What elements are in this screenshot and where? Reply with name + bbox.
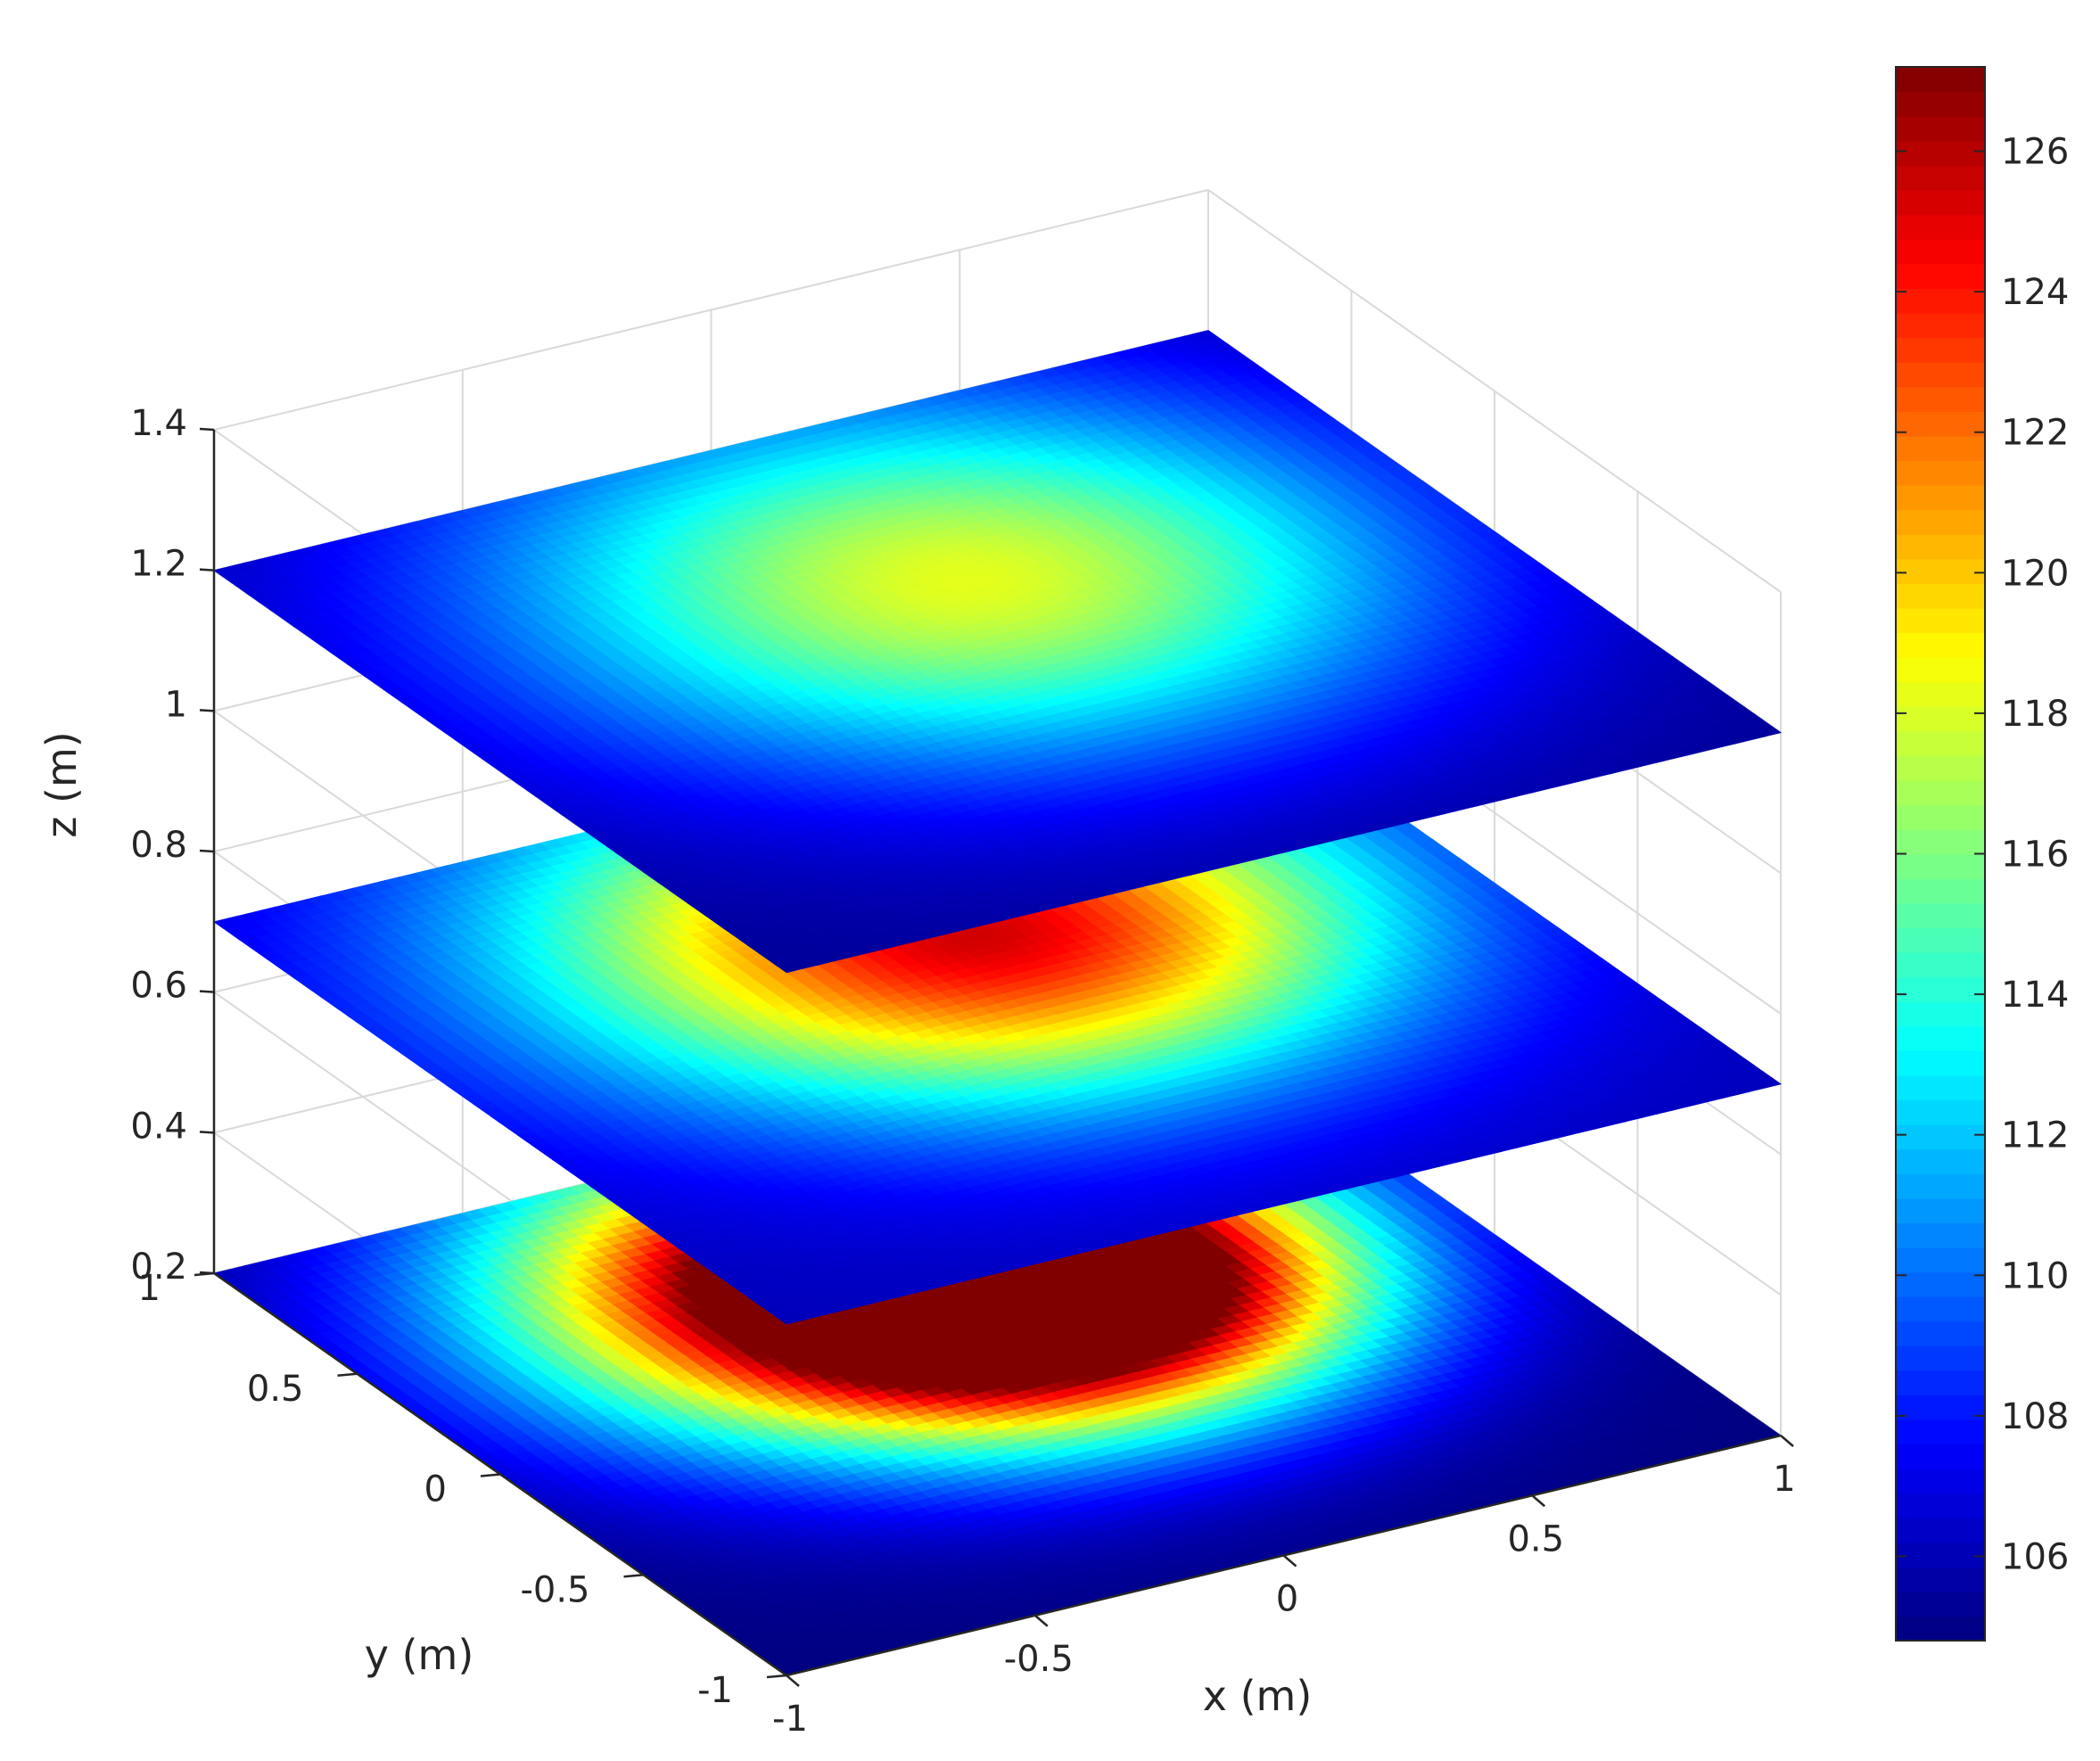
slice-layer [212, 330, 1783, 1676]
